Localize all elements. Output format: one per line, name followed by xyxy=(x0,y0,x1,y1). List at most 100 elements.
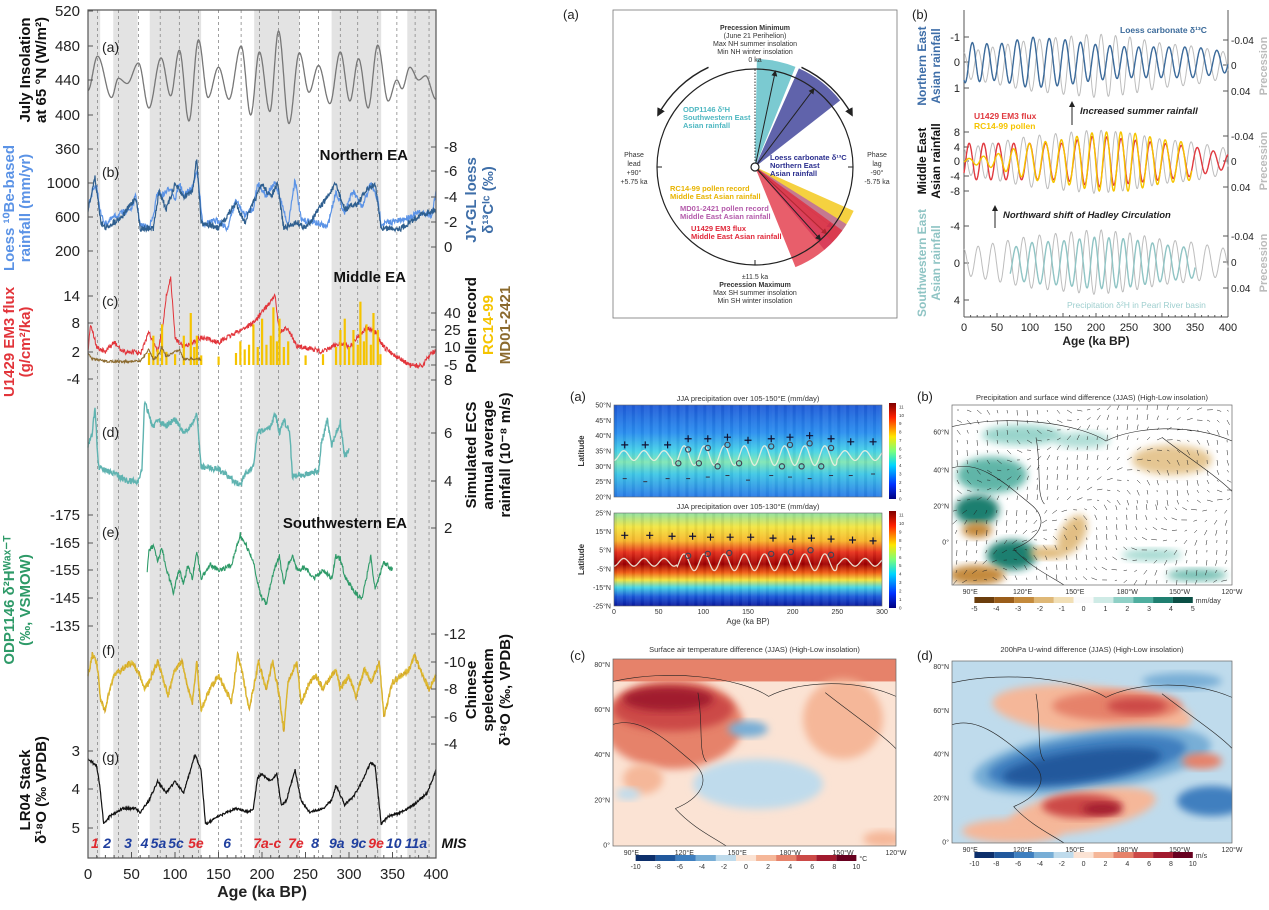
heatmap-stripe xyxy=(801,405,805,497)
wind-vector xyxy=(1076,486,1081,491)
record-label: Asian rainfall xyxy=(770,169,817,178)
heatmap-stripe xyxy=(661,513,665,606)
colorbar-segment xyxy=(1113,852,1134,858)
heatmap-stripe xyxy=(831,405,835,497)
wind-vector xyxy=(1106,499,1111,503)
wind-vector xyxy=(986,439,988,446)
mis-label: 4 xyxy=(140,835,149,851)
contour-region xyxy=(962,819,1062,843)
colorbar-segment xyxy=(1172,852,1193,858)
plus-marker xyxy=(747,533,755,541)
record-label: RC14-99 pollen record xyxy=(670,184,750,193)
wind-vector xyxy=(1075,577,1078,581)
wind-vector xyxy=(956,469,958,474)
wind-vector xyxy=(986,495,992,501)
lon-tick-label: 180°W xyxy=(780,849,801,857)
tick-label: 10 xyxy=(444,339,461,356)
wind-vector xyxy=(1206,499,1213,502)
heatmap-stripe xyxy=(655,513,659,606)
plus-marker xyxy=(827,435,835,443)
wind-vector xyxy=(1026,465,1032,471)
heatmap-stripe xyxy=(825,513,829,606)
heatmap-stripe xyxy=(670,405,674,497)
wind-vector xyxy=(1016,475,1021,481)
panel-letter: (b) xyxy=(102,164,119,180)
heatmap-stripe xyxy=(694,513,698,606)
phase-arrow xyxy=(754,87,815,168)
y-axis-label: Latitude xyxy=(577,435,586,467)
wind-vector xyxy=(1196,407,1203,411)
x-tick-label: 250 xyxy=(831,609,843,616)
wind-vector xyxy=(964,519,968,525)
mis-label: 10 xyxy=(386,835,402,851)
wind-vector xyxy=(1204,519,1208,523)
shaded-interval xyxy=(331,10,382,858)
colorbar-segment xyxy=(695,855,716,861)
wind-vector xyxy=(1084,508,1088,511)
wind-vector xyxy=(1196,479,1199,486)
lead-arrow-icon xyxy=(657,66,709,117)
wind-vector xyxy=(1085,525,1088,531)
heatmap-stripe xyxy=(858,513,862,606)
circle-marker xyxy=(684,446,692,453)
phase-arrow xyxy=(754,166,822,241)
heatmap-stripe xyxy=(867,405,871,497)
heatmap-stripe xyxy=(750,513,754,606)
wind-vector xyxy=(1152,526,1158,531)
record-label: ODP1146 δ²H xyxy=(683,105,730,114)
wind-vector xyxy=(1146,479,1151,486)
pollen-bar xyxy=(165,351,168,365)
wind-vector xyxy=(1136,458,1143,461)
ecs-axis-label: Simulated ECS xyxy=(463,402,480,509)
colorbar-segment xyxy=(1093,597,1114,603)
wind-vector xyxy=(1176,449,1181,454)
wind-vector xyxy=(1176,469,1178,475)
wind-vector xyxy=(1086,476,1090,481)
record-label: Loess carbonate δ¹³C xyxy=(770,153,847,162)
heatmap-stripe xyxy=(745,405,748,497)
mis-label: 2 xyxy=(102,835,111,851)
x-tick-label: 200 xyxy=(1087,322,1105,334)
wind-vector xyxy=(1082,576,1088,581)
tick-label: 1000 xyxy=(47,175,80,192)
lon-tick-label: 180°W xyxy=(1117,846,1138,854)
wind-vector xyxy=(1096,488,1103,491)
jygl-axis-label: JY-GL loess xyxy=(463,157,480,243)
wind-vector xyxy=(1046,409,1049,412)
insolation-wave-line xyxy=(613,445,883,467)
plus-marker xyxy=(646,531,654,539)
pollen-bar xyxy=(356,344,359,365)
wind-vector xyxy=(1216,469,1220,475)
heatmap-stripe xyxy=(795,513,799,606)
pollen-bar xyxy=(339,330,342,365)
plus-marker xyxy=(621,531,629,539)
wind-vector xyxy=(1224,559,1228,565)
colorbar-tick-label: -10 xyxy=(631,864,641,871)
wind-vector xyxy=(1226,459,1229,466)
wind-vector xyxy=(1001,549,1008,554)
wind-vector xyxy=(1005,529,1008,533)
colorbar-tick-label: -3 xyxy=(1015,606,1021,613)
wind-vector xyxy=(1126,405,1129,411)
contour-region xyxy=(1142,673,1222,689)
wind-vector xyxy=(982,569,988,572)
wheel-bottom-text: Max SH summer insolation xyxy=(713,290,797,297)
wind-vector xyxy=(1076,476,1079,481)
circle-marker xyxy=(735,460,743,467)
lat-tick-label: 60°N xyxy=(933,707,949,715)
heatmap-stripe xyxy=(867,513,871,606)
wind-vector xyxy=(1043,538,1048,541)
wind-vector xyxy=(1116,499,1121,506)
y-tick-label: 35°N xyxy=(595,448,611,456)
circle-marker xyxy=(827,551,835,559)
wind-vector xyxy=(1186,439,1190,443)
speleothem-axis-label: Chinese xyxy=(463,661,480,719)
wind-vector xyxy=(1013,558,1018,561)
colorbar-tick-label: 1 xyxy=(899,488,902,493)
wind-vector xyxy=(1106,457,1109,461)
wind-vector xyxy=(1216,429,1220,436)
tick-label: 25 xyxy=(444,322,461,339)
wind-vector xyxy=(1174,507,1178,511)
pollen-bar xyxy=(287,341,290,365)
